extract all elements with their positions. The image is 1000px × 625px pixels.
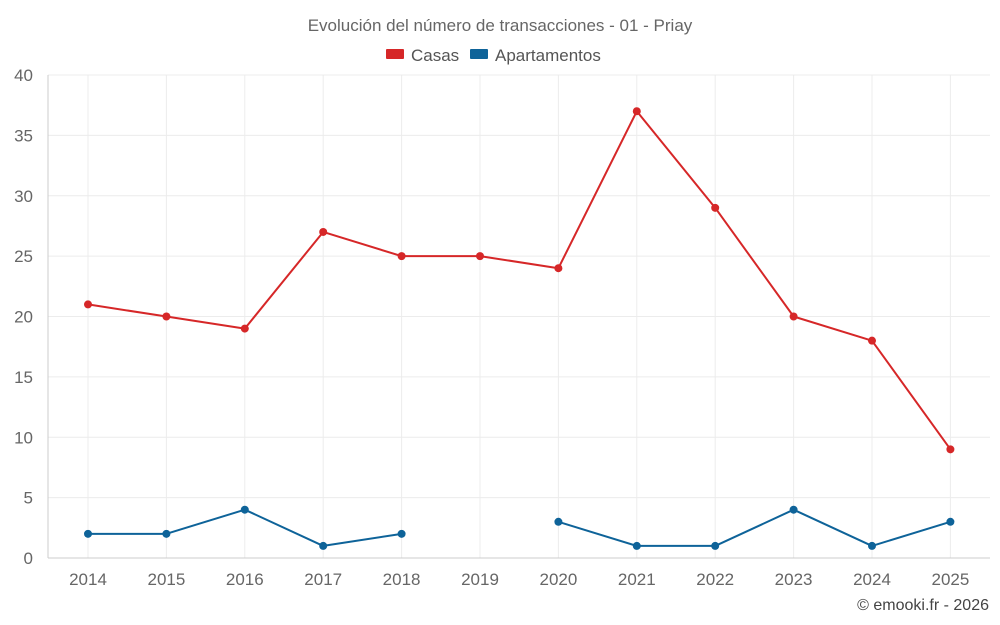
- y-axis-ticks: 0 5 10 15 20 25 30 35 40: [14, 66, 33, 568]
- legend-label-casas[interactable]: Casas: [411, 46, 459, 65]
- data-point-casas-2015[interactable]: [162, 312, 171, 321]
- legend: Casas Apartamentos: [386, 46, 601, 65]
- series-lines: [87, 110, 952, 547]
- data-point-casas-2014[interactable]: [84, 300, 92, 309]
- data-point-apartamentos-2021[interactable]: [632, 541, 641, 550]
- y-tick-label: 10: [14, 428, 33, 447]
- x-tick-label: 2018: [383, 570, 421, 589]
- data-point-apartamentos-2023[interactable]: [789, 505, 798, 514]
- gridlines: [47, 74, 990, 559]
- x-tick-label: 2019: [461, 570, 499, 589]
- x-tick-label: 2021: [618, 570, 656, 589]
- series-line-apartamentos: [558, 508, 951, 547]
- data-point-casas-2016[interactable]: [240, 324, 249, 333]
- data-point-casas-2021[interactable]: [632, 107, 641, 116]
- legend-swatch-casas: [386, 49, 404, 59]
- x-tick-label: 2025: [931, 570, 969, 589]
- series-line-casas: [87, 110, 952, 450]
- legend-swatch-apartamentos: [470, 49, 488, 59]
- y-tick-label: 35: [14, 126, 33, 145]
- x-tick-label: 2024: [853, 570, 891, 589]
- x-axis-ticks: 2014 2015 2016 2017 2018 2019 2020 2021 2022 2023…: [69, 570, 969, 589]
- data-point-casas-2024[interactable]: [868, 336, 876, 345]
- data-point-casas-2020[interactable]: [554, 264, 563, 273]
- chart-title: Evolución del número de transacciones - …: [308, 16, 693, 35]
- data-point-casas-2022[interactable]: [711, 203, 720, 212]
- y-tick-label: 25: [14, 247, 33, 266]
- x-tick-label: 2015: [147, 570, 185, 589]
- copyright-footer: © emooki.fr - 2026: [857, 597, 989, 614]
- x-tick-label: 2020: [539, 570, 577, 589]
- y-tick-label: 20: [14, 308, 33, 327]
- legend-label-apartamentos[interactable]: Apartamentos: [495, 46, 601, 65]
- data-point-apartamentos-2024[interactable]: [868, 541, 876, 550]
- y-tick-label: 30: [14, 187, 33, 206]
- data-point-casas-2025[interactable]: [946, 445, 955, 454]
- data-point-apartamentos-2016[interactable]: [240, 505, 249, 514]
- series-points: [84, 107, 955, 550]
- y-tick-label: 40: [14, 66, 33, 85]
- data-point-apartamentos-2025[interactable]: [946, 517, 955, 526]
- data-point-apartamentos-2014[interactable]: [84, 529, 92, 538]
- y-tick-label: 0: [24, 549, 33, 568]
- data-point-apartamentos-2015[interactable]: [162, 529, 171, 538]
- x-tick-label: 2022: [696, 570, 734, 589]
- x-tick-label: 2016: [226, 570, 264, 589]
- data-point-apartamentos-2020[interactable]: [554, 517, 563, 526]
- data-point-casas-2023[interactable]: [789, 312, 798, 321]
- data-point-apartamentos-2022[interactable]: [711, 541, 720, 550]
- x-tick-label: 2014: [69, 570, 107, 589]
- data-point-casas-2019[interactable]: [476, 252, 484, 261]
- y-tick-label: 15: [14, 368, 33, 387]
- data-point-apartamentos-2017[interactable]: [319, 541, 328, 550]
- x-tick-label: 2017: [304, 570, 342, 589]
- data-point-casas-2017[interactable]: [319, 227, 328, 236]
- x-tick-label: 2023: [775, 570, 813, 589]
- y-tick-label: 5: [24, 489, 33, 508]
- data-point-casas-2018[interactable]: [397, 252, 406, 261]
- data-point-apartamentos-2018[interactable]: [397, 529, 406, 538]
